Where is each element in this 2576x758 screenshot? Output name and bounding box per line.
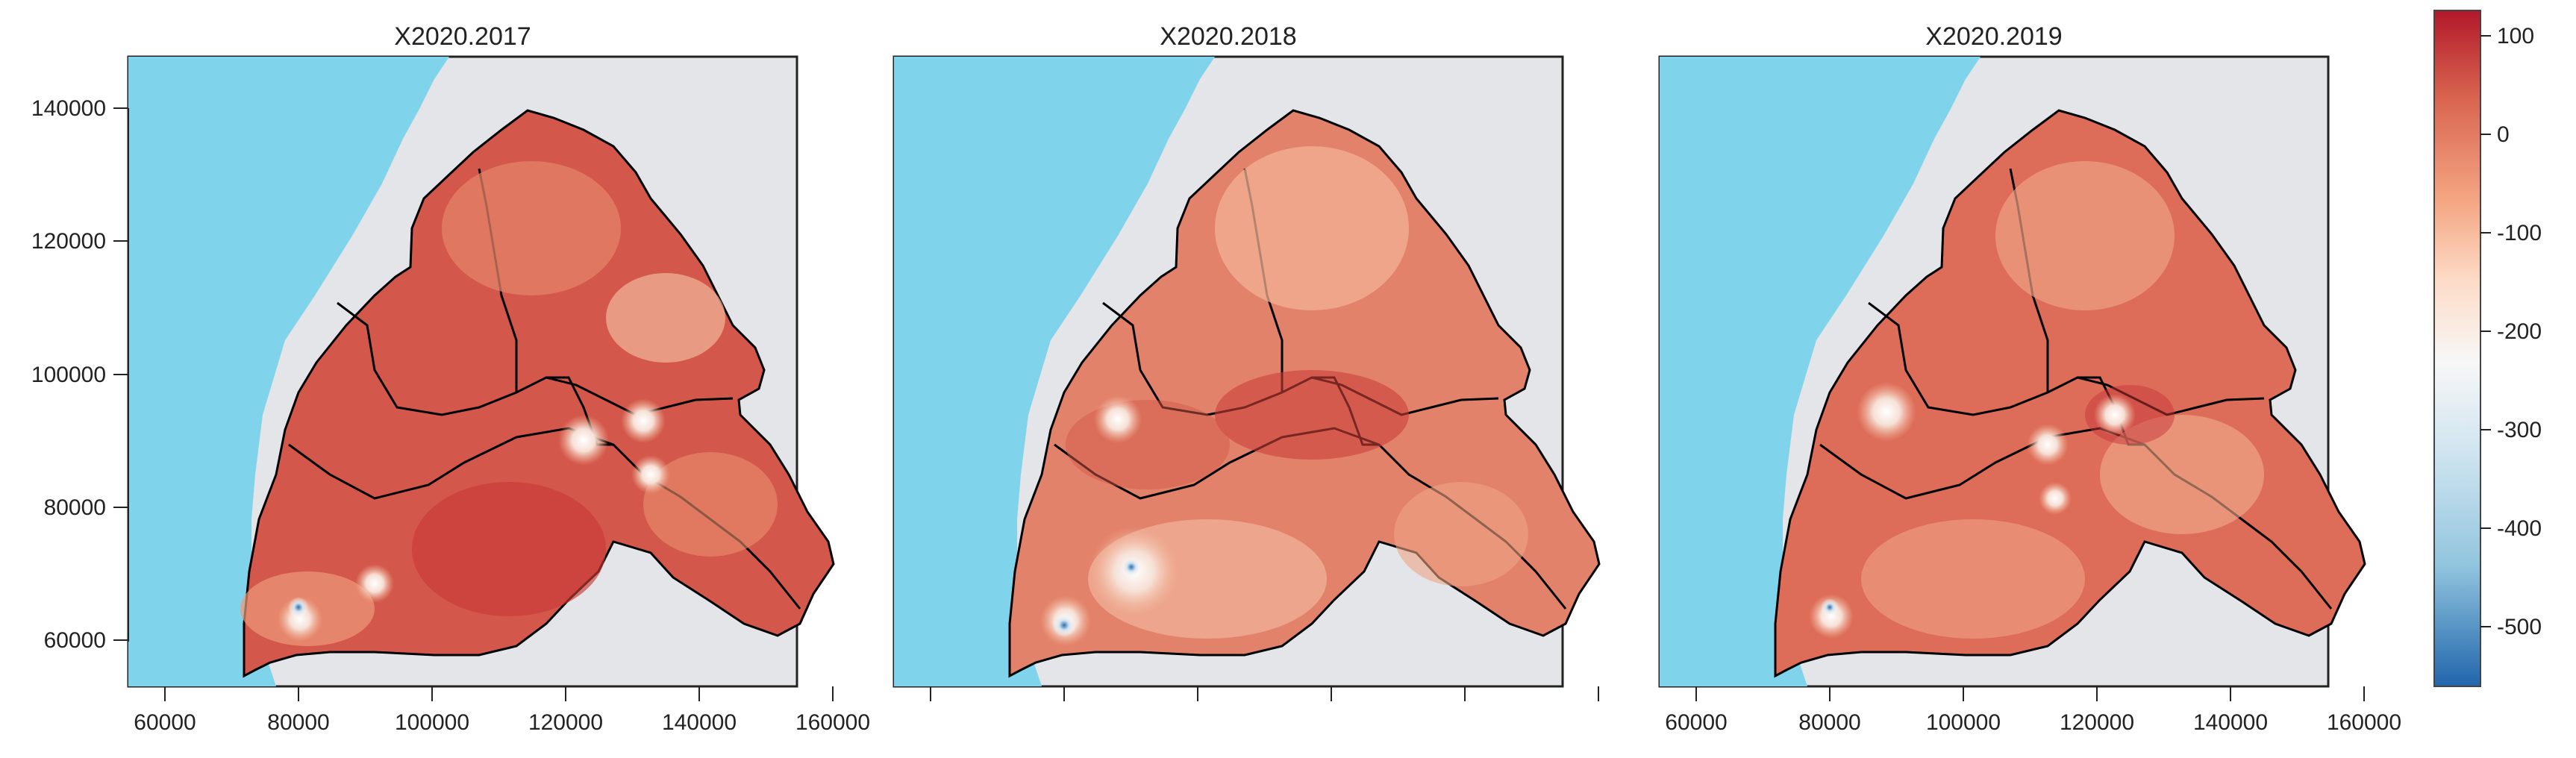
colorbar-tick: -100 [2480, 221, 2542, 245]
colorbar-label: -400 [2497, 516, 2542, 541]
sea-area [128, 57, 449, 686]
colorbar-label: -100 [2497, 221, 2542, 245]
study-region [1008, 109, 1601, 678]
value-patch [606, 273, 725, 363]
colorbar-tick: 0 [2480, 122, 2510, 147]
x-tick: 160000 [795, 686, 870, 735]
value-patch [2100, 415, 2264, 534]
colorbar-label: 100 [2497, 24, 2534, 48]
x-tick-label: 140000 [2193, 710, 2268, 735]
y-tick-label: 80000 [44, 495, 106, 520]
value-patch [1995, 161, 2175, 310]
hotspot [2094, 394, 2136, 436]
colorbar-tick: -200 [2480, 319, 2542, 344]
panel-title: X2020.2017 [394, 22, 531, 51]
value-patch [412, 482, 606, 616]
colorbar-tick: 100 [2480, 24, 2534, 48]
hotspot [1809, 594, 1854, 639]
y-tick-label: 140000 [31, 96, 106, 121]
hotspot [355, 564, 394, 603]
x-tick-label: 160000 [2327, 710, 2401, 735]
y-tick-label: 100000 [31, 363, 106, 387]
x-tick-label: 160000 [795, 710, 870, 735]
y-tick: 60000 [44, 628, 128, 653]
y-tick-label: 120000 [31, 229, 106, 254]
low-spot [1821, 598, 1839, 616]
map-panel-2017: X2020.2017 [127, 22, 835, 688]
y-tick: 140000 [31, 96, 128, 121]
x-tick: 80000 [267, 686, 330, 735]
colorbar-label: -500 [2497, 615, 2542, 639]
low-spot [1052, 613, 1076, 637]
x-tick-label: 100000 [1926, 710, 2001, 735]
district-boundary [1868, 301, 2265, 416]
x-tick: 140000 [2193, 686, 2268, 735]
colorbar-tick: -400 [2480, 516, 2542, 541]
colorbar-gradient [2433, 10, 2481, 687]
sea-area [1660, 57, 1981, 686]
x-tick: 120000 [528, 686, 603, 735]
colorbar-label: -200 [2497, 319, 2542, 344]
x-tick: 120000 [2060, 686, 2134, 735]
x-axis-panel-2 [930, 686, 1599, 701]
sea-area [894, 57, 1215, 686]
map-panel-2019: X2020.2019 [1658, 22, 2366, 688]
x-tick-label: 60000 [134, 710, 196, 735]
value-patch [1861, 519, 2085, 639]
x-tick: 60000 [134, 686, 196, 735]
x-tick: 140000 [662, 686, 737, 735]
x-tick-label: 100000 [395, 710, 469, 735]
x-tick-label: 60000 [1665, 710, 1727, 735]
x-tick-label: 140000 [662, 710, 737, 735]
value-patch [1215, 146, 1409, 310]
low-spot [288, 597, 309, 618]
x-axis-panel-3: 60000 80000 100000 120000 140000 160000 [1665, 686, 2401, 735]
study-region [1774, 109, 2366, 678]
x-axis-panel-1: 60000 80000 100000 120000 140000 160000 [134, 686, 870, 735]
x-tick: 160000 [2327, 686, 2401, 735]
value-patch [1215, 370, 1409, 460]
panel-title: X2020.2019 [1925, 22, 2062, 51]
value-patch [1066, 400, 1230, 489]
x-tick: 100000 [1926, 686, 2001, 735]
x-tick-label: 80000 [267, 710, 329, 735]
hotspot [2039, 482, 2072, 515]
hotspot [558, 415, 609, 466]
colorbar-tick: -500 [2480, 615, 2542, 639]
y-tick: 100000 [31, 363, 128, 387]
value-patch [442, 161, 621, 295]
x-tick: 100000 [395, 686, 469, 735]
hotspot [2027, 424, 2069, 466]
x-tick: 80000 [1798, 686, 1861, 735]
study-region [240, 109, 835, 678]
value-patch [643, 452, 778, 557]
map-panel-2018: X2020.2018 [892, 22, 1601, 688]
y-tick-label: 60000 [44, 628, 106, 653]
hotspot [1094, 395, 1142, 443]
x-tick: 60000 [1665, 686, 1728, 735]
x-tick-label: 120000 [2060, 710, 2134, 735]
colorbar-label: -300 [2497, 418, 2542, 442]
colorbar: 100 0 -100 -200 -300 -400 -500 [2433, 10, 2542, 687]
x-tick-label: 120000 [528, 710, 603, 735]
x-tick-label: 80000 [1798, 710, 1860, 735]
y-tick: 80000 [44, 495, 128, 520]
hotspot [621, 398, 666, 443]
y-tick: 120000 [31, 229, 128, 254]
low-spot [1121, 557, 1142, 577]
hotspot [1857, 382, 1916, 442]
colorbar-tick: -300 [2480, 418, 2542, 442]
hotspot [631, 455, 670, 494]
value-patch [1394, 482, 1528, 586]
panel-title: X2020.2018 [1160, 22, 1296, 51]
y-axis: 140000 120000 100000 80000 60000 [31, 96, 129, 653]
colorbar-label: 0 [2497, 122, 2510, 147]
